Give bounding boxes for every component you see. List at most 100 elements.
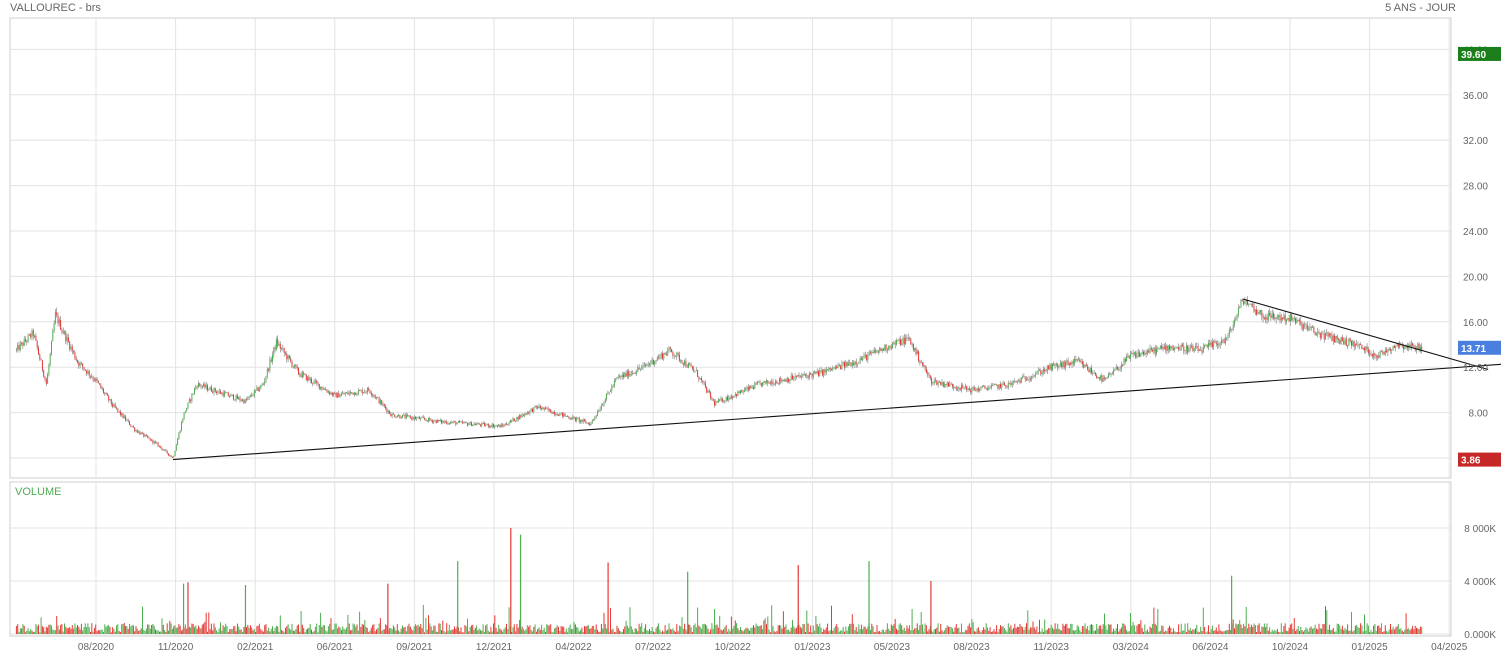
volume-bar <box>209 629 211 634</box>
candle-up <box>877 350 879 353</box>
volume-bar <box>192 624 194 634</box>
candle-down <box>706 386 708 393</box>
volume-bar <box>268 627 270 634</box>
candle-up <box>873 350 875 353</box>
candle-up <box>611 386 613 392</box>
candle-up <box>450 422 452 424</box>
volume-bar <box>1392 626 1394 634</box>
candle-down <box>1005 385 1007 387</box>
candle-down <box>359 390 361 392</box>
volume-spike <box>930 581 932 634</box>
volume-bar <box>1041 628 1043 634</box>
candle-up <box>405 414 407 418</box>
volume-bar <box>764 618 766 634</box>
candle-down <box>907 337 909 339</box>
candle-up <box>734 393 736 396</box>
period-selector[interactable]: 5 ANS - JOUR <box>1385 2 1456 14</box>
candle-down <box>772 381 774 385</box>
candle-down <box>424 417 426 420</box>
candle-up <box>794 376 796 379</box>
candle-down <box>493 424 494 428</box>
volume-bar <box>871 623 873 634</box>
candle-up <box>1265 317 1267 320</box>
candle-up <box>600 405 602 409</box>
volume-bar <box>1215 627 1217 634</box>
volume-bar <box>1097 628 1099 634</box>
candle-down <box>1405 346 1407 347</box>
volume-bar <box>1208 625 1209 634</box>
volume-bar <box>131 624 133 634</box>
candle-down <box>840 365 842 370</box>
candle-down <box>454 421 455 423</box>
grid <box>10 18 1451 636</box>
volume-bar <box>688 624 689 634</box>
volume-bar <box>392 625 394 634</box>
volume-bar <box>513 624 515 634</box>
candle-up <box>595 415 597 418</box>
candle-down <box>810 372 812 375</box>
volume-bar <box>1039 619 1040 634</box>
volume-bar <box>1354 625 1356 634</box>
volume-spike <box>1231 575 1233 634</box>
volume-bar <box>633 632 635 634</box>
volume-bar <box>1102 624 1104 634</box>
candle-up <box>1049 364 1051 370</box>
volume-bar <box>1367 625 1369 634</box>
candle-up <box>1016 380 1018 382</box>
x-tick-label: 11/2020 <box>158 642 194 653</box>
volume-bar <box>1174 631 1176 634</box>
candle-up <box>140 432 142 435</box>
volume-bar <box>1403 632 1404 634</box>
volume-bar <box>1396 626 1398 634</box>
candle-down <box>148 437 150 439</box>
candle-down <box>1088 369 1090 373</box>
candle-down <box>716 401 718 403</box>
candle-down <box>792 375 793 380</box>
volume-bar <box>1175 632 1177 634</box>
volume-bar <box>1232 619 1234 634</box>
volume-bar <box>480 629 481 634</box>
candle-down <box>283 348 285 353</box>
volume-bar <box>1022 627 1024 634</box>
candle-up <box>781 380 783 382</box>
candle-up <box>135 430 137 432</box>
volume-bar <box>506 623 507 634</box>
volume-bar <box>677 631 679 634</box>
candle-up <box>749 385 751 391</box>
volume-bar <box>1015 628 1017 634</box>
volume-bar <box>139 630 141 634</box>
candle-down <box>1383 351 1385 355</box>
candle-up <box>346 392 348 394</box>
candle-down <box>910 338 912 345</box>
volume-bar <box>363 624 364 634</box>
volume-bar <box>1313 628 1315 634</box>
volume-bar <box>337 628 338 634</box>
volume-bar <box>1206 631 1208 634</box>
candle-down <box>543 407 545 410</box>
candle-down <box>645 364 647 366</box>
volume-bar <box>1055 628 1057 634</box>
volume-bar <box>638 623 640 634</box>
candle-down <box>286 353 288 360</box>
candle-up <box>1009 382 1011 384</box>
candle-up <box>339 395 341 398</box>
candle-up <box>916 351 918 355</box>
candle-down <box>1061 362 1063 367</box>
volume-bar <box>855 627 857 634</box>
volume-bar <box>325 630 327 634</box>
candle-up <box>209 387 211 390</box>
candle-down <box>299 373 301 375</box>
volume-bar <box>534 624 536 634</box>
volume-bar <box>1196 624 1198 634</box>
volume-bar <box>623 629 624 634</box>
candle-up <box>604 399 606 403</box>
volume-bar <box>829 630 831 634</box>
candle-down <box>1406 346 1408 349</box>
volume-bar <box>56 615 58 634</box>
volume-bar <box>541 624 543 634</box>
volume-bar <box>894 618 896 634</box>
volume-bar <box>272 626 273 634</box>
volume-bar <box>1296 629 1298 634</box>
candle-up <box>612 385 614 387</box>
volume-bar <box>469 627 471 634</box>
